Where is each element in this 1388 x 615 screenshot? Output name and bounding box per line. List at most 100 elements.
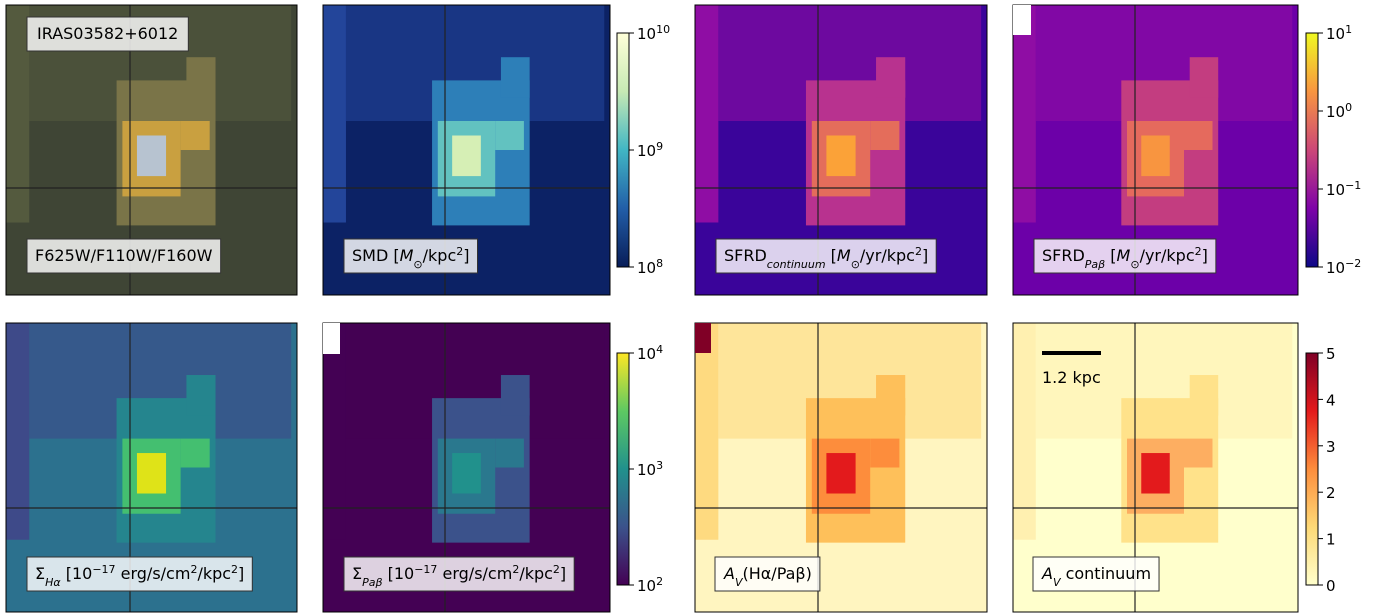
label-part: −17 bbox=[92, 563, 115, 576]
map-block bbox=[695, 5, 719, 223]
map-panel: ΣPaβ [10−17 erg/s/cm2/kpc2] bbox=[322, 322, 611, 613]
panel-frame bbox=[5, 4, 298, 296]
label-part: /kpc bbox=[519, 564, 553, 583]
label-part: 2 bbox=[231, 563, 238, 576]
map-block bbox=[495, 121, 524, 150]
panel-frame bbox=[694, 322, 988, 613]
colorbar-tick-label: 10−1 bbox=[1326, 179, 1361, 200]
map-block bbox=[6, 5, 30, 223]
label-part: 2 bbox=[512, 563, 519, 576]
label-part: continuum bbox=[1060, 564, 1151, 583]
label-part: /kpc bbox=[197, 564, 231, 583]
label-part: continuum bbox=[767, 258, 826, 271]
label-box bbox=[26, 238, 222, 274]
label-part: ] bbox=[463, 246, 469, 265]
map-block bbox=[1141, 453, 1170, 494]
tick-exponent: 10 bbox=[656, 23, 670, 36]
panel-label: ΣPaβ [10−17 erg/s/cm2/kpc2] bbox=[352, 563, 566, 589]
colorbar-tick-label: 103 bbox=[637, 459, 663, 480]
colorbar-tick-label: 3 bbox=[1326, 438, 1336, 456]
map-block bbox=[6, 323, 30, 540]
map-block bbox=[1189, 57, 1219, 98]
map-block bbox=[826, 135, 856, 177]
panel-frame bbox=[1012, 4, 1299, 296]
tick-base: 10 bbox=[637, 142, 656, 160]
label-part: SFRD bbox=[1042, 246, 1085, 265]
label-part: ⊙ bbox=[413, 258, 422, 271]
label-part: [ bbox=[826, 246, 837, 265]
blank-pixel bbox=[1013, 5, 1031, 35]
map-panel: F625W/F110W/F160W bbox=[5, 4, 298, 296]
label-part: Paβ bbox=[1085, 258, 1105, 271]
colorbar bbox=[616, 352, 630, 586]
map-panel: AV continuum bbox=[1012, 322, 1299, 613]
panel-frame bbox=[1012, 322, 1299, 613]
map-block bbox=[876, 57, 906, 98]
tick-exponent: 1 bbox=[1345, 23, 1352, 36]
map-panel: AV(Hα/Paβ) bbox=[694, 322, 988, 613]
label-part: V bbox=[735, 576, 744, 589]
label-box bbox=[343, 238, 478, 274]
map-block bbox=[695, 323, 711, 353]
map-block bbox=[186, 57, 216, 98]
label-part: /kpc bbox=[423, 246, 457, 265]
label-part: Hα bbox=[45, 576, 61, 589]
tick-exponent: 8 bbox=[656, 257, 663, 270]
tick-base: 10 bbox=[1326, 25, 1345, 43]
colorbar-tick-label: 0 bbox=[1326, 577, 1336, 595]
tick-base: 10 bbox=[1326, 103, 1345, 121]
panel-label: ΣHα [10−17 erg/s/cm2/kpc2] bbox=[35, 563, 244, 589]
label-box bbox=[343, 556, 575, 592]
label-part: (Hα/Paβ) bbox=[742, 564, 811, 583]
label-part: /yr/kpc bbox=[860, 246, 915, 265]
map-block bbox=[186, 375, 216, 416]
map-block bbox=[180, 438, 210, 468]
tick-exponent: 3 bbox=[656, 459, 663, 472]
tick-exponent: −2 bbox=[1345, 257, 1361, 270]
label-part: Paβ bbox=[362, 576, 382, 589]
label-part: ] bbox=[238, 564, 244, 583]
blank-pixel bbox=[323, 323, 340, 354]
panel-frame bbox=[322, 322, 611, 613]
panel-label: AV(Hα/Paβ) bbox=[723, 564, 812, 589]
label-part: M bbox=[837, 246, 851, 265]
map-panel: SFRDcontinuum [M⊙/yr/kpc2] bbox=[694, 4, 988, 296]
label-part: ] bbox=[560, 564, 566, 583]
tick-exponent: −1 bbox=[1345, 179, 1361, 192]
label-part: ⊙ bbox=[851, 258, 860, 271]
label-part: V bbox=[1053, 576, 1062, 589]
tick-base: 10 bbox=[1326, 181, 1345, 199]
map-block bbox=[1189, 375, 1219, 416]
map-block bbox=[500, 375, 530, 416]
label-part: SFRD bbox=[724, 246, 767, 265]
label-part: erg/s/cm bbox=[116, 564, 191, 583]
label-part: ] bbox=[1202, 246, 1208, 265]
colorbar-tick-label: 108 bbox=[637, 257, 663, 278]
label-part: 2 bbox=[553, 563, 560, 576]
colorbar-tick-label: 2 bbox=[1326, 484, 1336, 502]
colorbar-tick-label: 10−2 bbox=[1326, 257, 1361, 278]
label-part: erg/s/cm bbox=[437, 564, 512, 583]
map-block bbox=[323, 323, 346, 540]
panel-frame bbox=[322, 4, 611, 296]
tick-base: 10 bbox=[1326, 259, 1345, 277]
map-block bbox=[826, 453, 856, 494]
label-part: [10 bbox=[61, 564, 93, 583]
panel-label: SFRDPaβ [M⊙/yr/kpc2] bbox=[1042, 245, 1208, 271]
colorbar bbox=[1305, 32, 1319, 268]
label-part: −17 bbox=[414, 563, 437, 576]
panel-frame bbox=[5, 322, 298, 613]
label-part: [ bbox=[1105, 246, 1116, 265]
label-part: ⊙ bbox=[1130, 258, 1139, 271]
tick-exponent: 4 bbox=[656, 343, 663, 356]
colorbar-tick-label: 102 bbox=[637, 575, 663, 596]
colorbar-tick-label: 5 bbox=[1326, 345, 1336, 363]
map-block bbox=[136, 453, 167, 494]
colorbar-tick-label: 101 bbox=[1326, 23, 1352, 44]
map-block bbox=[452, 135, 481, 177]
tick-exponent: 9 bbox=[656, 140, 663, 153]
map-block bbox=[870, 438, 900, 468]
figure-title: IRAS03582+6012 bbox=[37, 24, 178, 43]
tick-base: 10 bbox=[637, 345, 656, 363]
